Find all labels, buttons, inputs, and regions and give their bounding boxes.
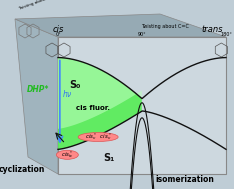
Text: cyclization: cyclization bbox=[0, 164, 45, 174]
Polygon shape bbox=[58, 57, 142, 149]
Ellipse shape bbox=[56, 150, 78, 159]
Text: cis: cis bbox=[52, 25, 64, 33]
Text: isomerization: isomerization bbox=[156, 174, 214, 184]
Text: cis fluor.: cis fluor. bbox=[77, 105, 110, 111]
Polygon shape bbox=[15, 19, 58, 174]
Text: S₀: S₀ bbox=[69, 80, 80, 90]
Text: 0°: 0° bbox=[55, 32, 61, 37]
Text: S₁: S₁ bbox=[104, 153, 115, 163]
Text: $\mathit{cis}^*_{\mathit{v}}\ \ \mathit{cis}^*_{\mathit{v}}$: $\mathit{cis}^*_{\mathit{v}}\ \ \mathit{… bbox=[85, 132, 112, 142]
Text: 180°: 180° bbox=[220, 32, 232, 37]
Text: trans: trans bbox=[201, 25, 223, 33]
Text: Twisting about C-Phenyl: Twisting about C-Phenyl bbox=[18, 0, 66, 11]
Ellipse shape bbox=[78, 132, 118, 142]
Polygon shape bbox=[58, 57, 142, 129]
Text: hν: hν bbox=[63, 90, 72, 99]
Text: DHP*: DHP* bbox=[27, 84, 49, 94]
Text: 90°: 90° bbox=[138, 32, 146, 37]
FancyBboxPatch shape bbox=[58, 37, 226, 174]
Polygon shape bbox=[15, 14, 226, 37]
Text: $\mathit{cis}^*_{\mathit{tc}}$: $\mathit{cis}^*_{\mathit{tc}}$ bbox=[61, 149, 74, 160]
Text: Twisting about C=C: Twisting about C=C bbox=[141, 24, 189, 29]
